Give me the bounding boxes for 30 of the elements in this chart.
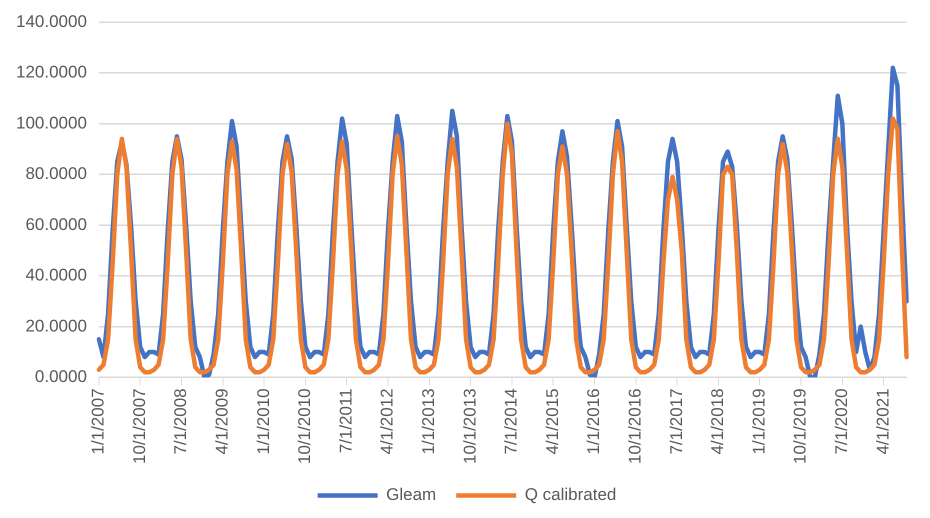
y-tick-label: 60.0000 <box>25 214 87 234</box>
y-tick-label: 80.0000 <box>25 164 87 184</box>
x-tick-label: 1/1/2019 <box>749 388 768 455</box>
x-tick-label: 7/1/2008 <box>171 388 190 455</box>
x-tick-label: 10/1/2013 <box>460 388 480 464</box>
x-tick-label: 1/1/2016 <box>584 388 604 455</box>
y-tick-label: 0.0000 <box>34 367 87 386</box>
x-tick-label: 10/1/2007 <box>130 388 149 464</box>
x-tick-label: 1/1/2013 <box>419 388 438 455</box>
x-tick-label: 4/1/2021 <box>873 388 892 455</box>
x-tick-label: 4/1/2009 <box>212 388 232 455</box>
y-tick-label: 140.0000 <box>16 12 87 31</box>
x-tick-label: 1/1/2010 <box>254 388 273 455</box>
x-tick-label: 7/1/2017 <box>666 388 686 455</box>
x-tick-label: 4/1/2012 <box>378 388 397 455</box>
x-tick-label: 7/1/2014 <box>502 388 521 455</box>
x-tick-label: 10/1/2019 <box>790 388 810 464</box>
y-tick-label: 40.0000 <box>25 266 87 285</box>
x-tick-label: 10/1/2010 <box>295 388 314 464</box>
x-tick-label: 4/1/2015 <box>542 388 562 455</box>
y-tick-label: 100.0000 <box>16 113 87 132</box>
y-tick-label: 120.0000 <box>16 62 87 82</box>
y-tick-label: 20.0000 <box>25 316 87 336</box>
x-tick-label: 7/1/2011 <box>336 388 356 454</box>
x-tick-label: 4/1/2018 <box>708 388 728 455</box>
legend-label: Q calibrated <box>524 485 616 504</box>
x-tick-label: 1/1/2007 <box>88 388 108 455</box>
x-tick-label: 10/1/2016 <box>626 388 645 464</box>
x-tick-label: 7/1/2020 <box>832 388 852 455</box>
legend-label: Gleam <box>386 485 436 504</box>
